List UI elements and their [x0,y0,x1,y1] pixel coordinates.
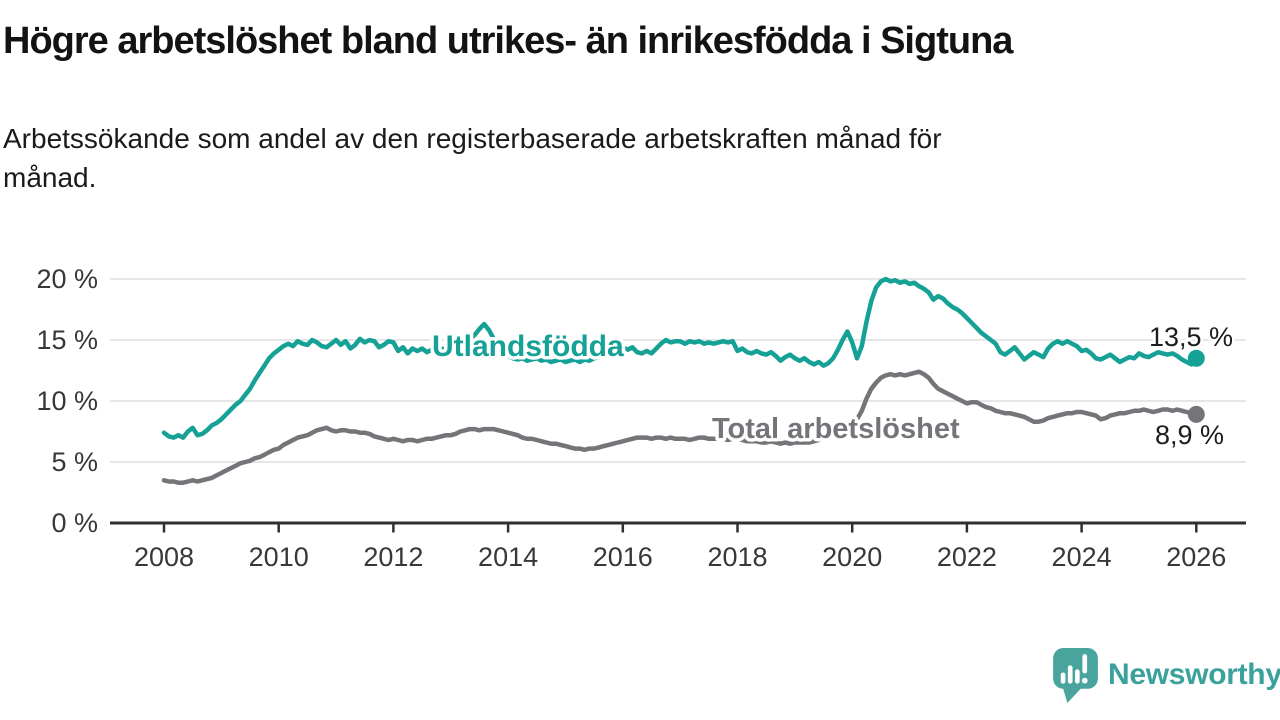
series-line-total [161,369,1199,485]
series-line-utlandsfodda [161,276,1199,440]
x-tick-label: 2008 [134,542,194,572]
y-tick-label: 10 % [36,386,98,416]
newsworthy-logo-text: Newsworthy [1108,658,1280,691]
series-label-utlandsfodda: Utlandsfödda [432,330,624,363]
end-dot-utlandsfodda [1187,349,1205,367]
chart-title: Högre arbetslöshet bland utrikes- än inr… [3,20,1013,62]
chart-subtitle-line-2: månad. [3,161,97,193]
y-tick-label: 5 % [51,447,98,477]
bar-tall [1067,664,1073,684]
y-tick-label: 15 % [36,325,98,355]
axes: 2008 2010 2012 2014 2016 2018 2020 2022 2024 2026… [36,264,1246,572]
bar-medium [1074,668,1080,684]
x-tick-label: 2010 [249,542,309,572]
series-label-total-arbetsloshet: Total arbetslöshet [712,413,960,445]
x-tick-label: 2020 [822,542,882,572]
series-lines [161,276,1199,485]
newsworthy-logo-icon [1053,647,1098,703]
chart-subtitle-line-1: Arbetssökande som andel av den registerb… [3,123,942,154]
end-dot-total [1187,405,1205,423]
chart-subtitle: Arbetssökande som andel av den registerb… [3,120,1223,197]
bar-short [1060,671,1066,684]
newsworthy-logo: Newsworthy [1052,644,1280,706]
end-value-label-utlandsfodda: 13,5 % [1149,322,1233,352]
x-tick-label: 2026 [1166,542,1226,572]
x-tick-label: 2016 [593,542,653,572]
gridlines [110,278,1246,463]
end-value-label-total: 8,9 % [1155,420,1224,450]
x-tick-label: 2014 [478,542,538,572]
x-tick-label: 2018 [707,542,767,572]
x-tick-label: 2024 [1052,542,1112,572]
speech-bubble-tail [1062,685,1084,703]
y-tick-label: 20 % [36,264,98,294]
exclamation-dot [1081,677,1088,683]
series-end-dots [1187,349,1205,423]
x-tick-label: 2012 [363,542,423,572]
exclamation-stem [1082,653,1088,673]
series-labels: Utlandsfödda Total arbetslöshet 13,5 % 8… [429,319,1237,453]
y-tick-label: 0 % [51,508,98,538]
x-tick-label: 2022 [937,542,997,572]
